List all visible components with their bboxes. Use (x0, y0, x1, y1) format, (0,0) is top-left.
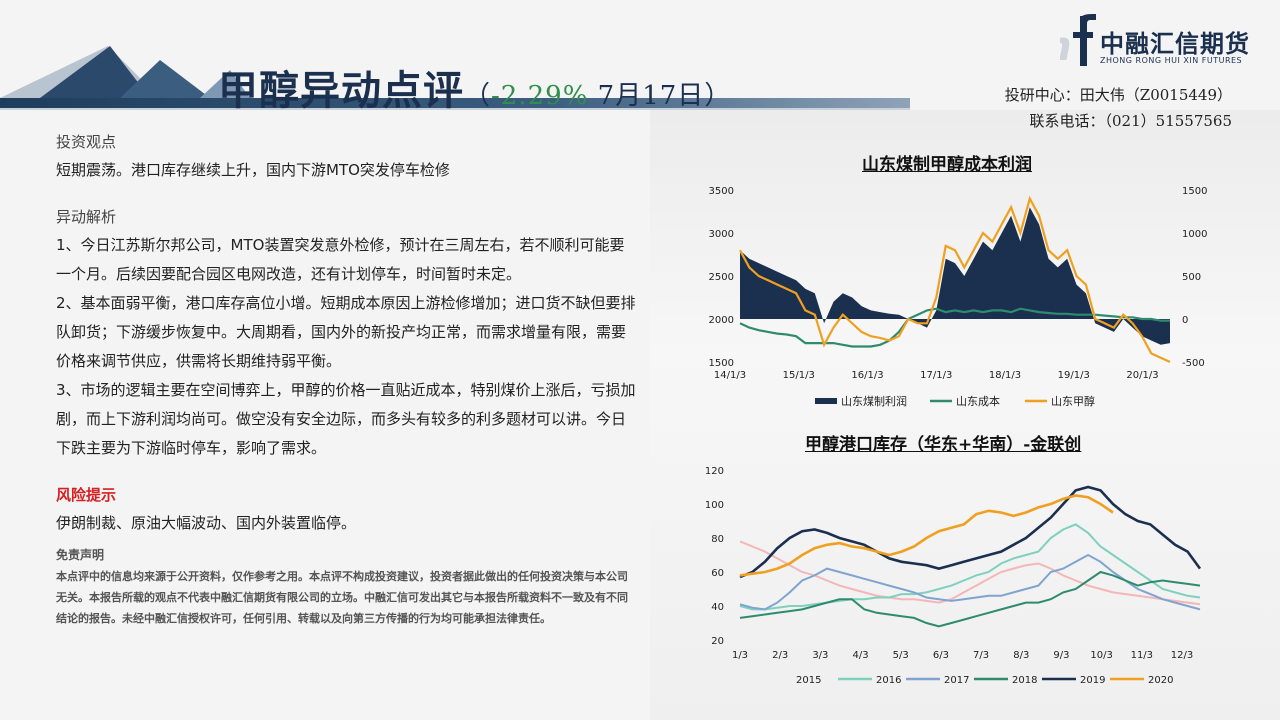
chart1-title: 山东煤制甲醇成本利润 (862, 155, 1032, 175)
contact-info: 投研中心：田大伟（Z0015449） 联系电话：（021）51557565 (1005, 82, 1232, 134)
contact-researcher: 投研中心：田大伟（Z0015449） (1004, 86, 1232, 104)
legend-label: 山东成本 (956, 394, 1000, 408)
svg-text:zn: zn (1060, 24, 1072, 70)
page-title: 甲醇异动点评（-2.29% 7月17日） (218, 58, 731, 116)
y-tick: 60 (711, 568, 724, 579)
x-tick: 20/1/3 (1126, 370, 1158, 381)
company-logo: zn (1060, 14, 1096, 70)
series-2015 (739, 540, 1201, 606)
series-2020 (739, 494, 1114, 577)
x-tick: 4/3 (852, 650, 868, 661)
chart2-title: 甲醇港口库存（华东+华南）-金联创 (805, 435, 1082, 455)
y-right-tick: 1500 (1182, 186, 1207, 197)
series-2018 (739, 570, 1201, 628)
y-left-tick: 3500 (709, 186, 734, 197)
legend-swatch (815, 398, 837, 404)
x-tick: 6/3 (933, 650, 949, 661)
profit-chart: 15002000250030003500-50005001000150014/1… (709, 186, 1208, 408)
x-tick: 10/3 (1090, 650, 1112, 661)
y-right-tick: 500 (1182, 272, 1201, 283)
y-tick: 20 (711, 636, 724, 647)
x-tick: 11/3 (1131, 650, 1153, 661)
analysis-heading: 异动解析 (56, 208, 117, 226)
risk-heading: 风险提示 (56, 486, 117, 504)
title-percent: -2.29% (491, 81, 589, 111)
analysis-point-3: 3、市场的逻辑主要在空间博弈上，甲醇的价格一直贴近成本，特别煤价上涨后，亏损加剧… (56, 381, 636, 457)
title-close: ） (704, 81, 732, 111)
legend-label: 2017 (944, 675, 969, 686)
legend-label: 山东甲醇 (1051, 394, 1095, 408)
y-left-tick: 1500 (709, 358, 734, 369)
title-main: 甲醇异动点评 (218, 67, 464, 114)
y-left-tick: 3000 (709, 229, 734, 240)
series-山东煤制利润 (740, 207, 1170, 345)
legend-label: 2020 (1148, 675, 1173, 686)
y-tick: 40 (711, 602, 724, 613)
x-tick: 2/3 (772, 650, 788, 661)
legend-label: 2016 (876, 675, 901, 686)
commentary-column: 投资观点 短期震荡。港口库存继续上升，国内下游MTO突发停车检修 异动解析 1、… (56, 128, 636, 629)
header-bar (0, 98, 910, 108)
analysis-point-2: 2、基本面弱平衡，港口库存高位小增。短期成本原因上游检修增加；进口货不缺但要排队… (56, 294, 636, 370)
header-bar-shadow (0, 108, 910, 110)
x-tick: 18/1/3 (989, 370, 1021, 381)
x-tick: 1/3 (732, 650, 748, 661)
x-tick: 19/1/3 (1058, 370, 1090, 381)
x-tick: 12/3 (1171, 650, 1193, 661)
y-right-tick: -500 (1182, 358, 1205, 369)
header-decoration (0, 46, 250, 98)
x-tick: 16/1/3 (851, 370, 883, 381)
series-山东甲醇 (739, 195, 1171, 363)
legend-label: 山东煤制利润 (841, 394, 907, 408)
legend-label: 2019 (1080, 675, 1105, 686)
legend-label: 2015 (796, 675, 821, 686)
disclaimer-heading: 免责声明 (56, 548, 105, 562)
logo-english: ZHONG RONG HUI XIN FUTURES (1100, 56, 1243, 65)
x-tick: 15/1/3 (783, 370, 815, 381)
risk-text: 伊朗制裁、原油大幅波动、国内外装置临停。 (56, 514, 357, 532)
series-2019 (739, 485, 1202, 579)
x-tick: 8/3 (1013, 650, 1029, 661)
inventory-chart: 20 40 60 80 100 120 1/3 2/3 3/3 4/3 5/3 6/3 7/3 8/3 9/… (705, 466, 1202, 686)
x-tick: 17/1/3 (920, 370, 952, 381)
y-left-tick: 2000 (709, 315, 734, 326)
y-tick: 80 (711, 534, 724, 545)
view-heading: 投资观点 (56, 133, 117, 151)
legend-label: 2018 (1012, 675, 1037, 686)
y-tick: 100 (705, 500, 724, 511)
analysis-point-1: 1、今日江苏斯尔邦公司，MTO装置突发意外检修，预计在三周左右，若不顺利可能要一… (56, 236, 625, 283)
disclaimer-text: 本点评中的信息均来源于公开资料，仅作参考之用。本点评不构成投资建议，投资者据此做… (56, 570, 628, 625)
x-tick: 14/1/3 (714, 370, 746, 381)
x-tick: 3/3 (812, 650, 828, 661)
y-tick: 120 (705, 466, 724, 477)
view-text: 短期震荡。港口库存继续上升，国内下游MTO突发停车检修 (56, 161, 450, 179)
x-tick: 9/3 (1053, 650, 1069, 661)
x-tick: 5/3 (893, 650, 909, 661)
title-open: （ (464, 81, 492, 111)
contact-phone: 联系电话：（021）51557565 (1029, 112, 1232, 130)
x-tick: 7/3 (973, 650, 989, 661)
y-right-tick: 0 (1182, 315, 1188, 326)
series-山东成本 (739, 307, 1170, 348)
title-date: 7月17日 (588, 81, 705, 111)
series-2016 (739, 523, 1201, 611)
logo-chinese: 中融汇信期货 (1100, 30, 1250, 58)
y-right-tick: 1000 (1182, 229, 1207, 240)
y-left-tick: 2500 (709, 272, 734, 283)
